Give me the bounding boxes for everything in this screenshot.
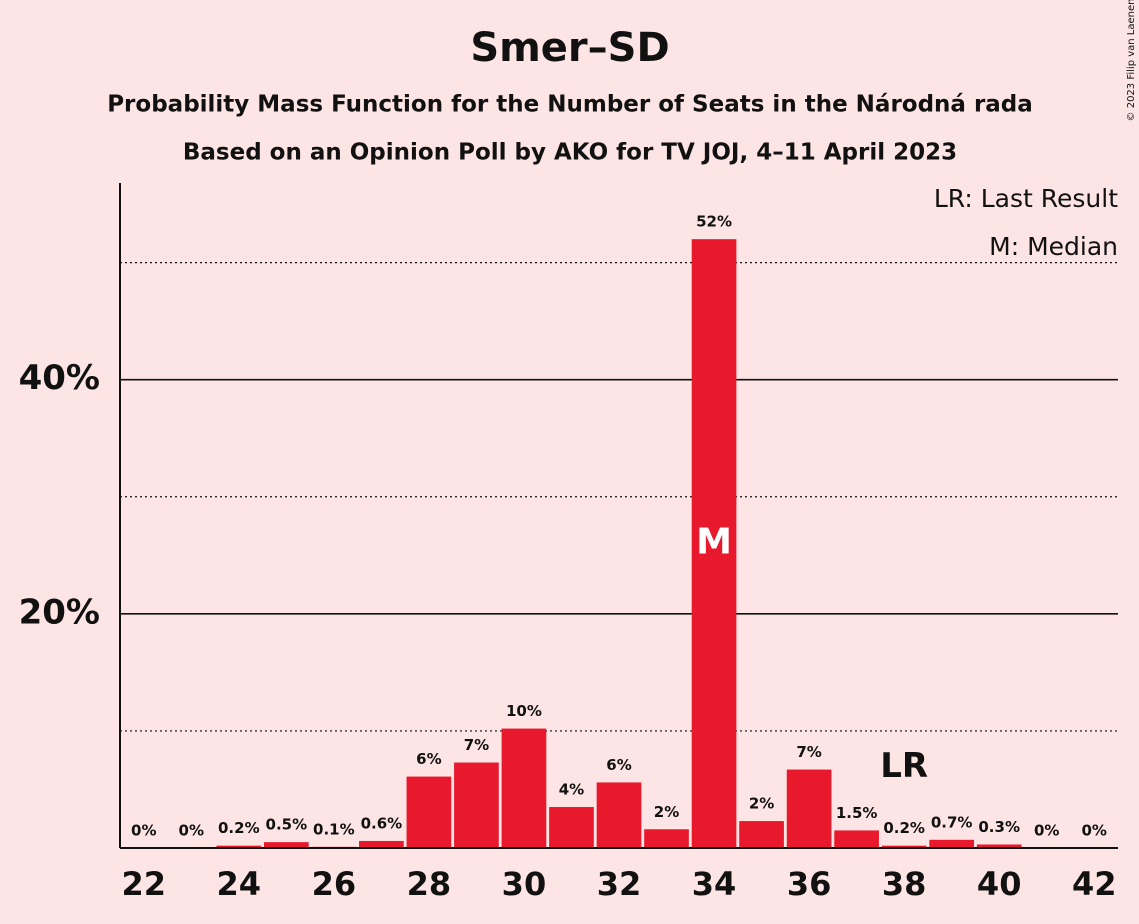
- value-label: 0.5%: [266, 816, 308, 834]
- bar: [739, 821, 784, 848]
- value-label: 2%: [654, 803, 679, 821]
- bar: [786, 769, 832, 848]
- x-tick-label: 26: [312, 865, 357, 903]
- bar: [454, 762, 499, 848]
- x-tick-label: 22: [121, 865, 166, 903]
- legend-entry: LR: Last Result: [934, 184, 1118, 213]
- bar: [596, 782, 642, 848]
- bar: [216, 845, 262, 848]
- value-label: 0%: [131, 822, 156, 840]
- value-label: 6%: [416, 750, 441, 768]
- median-marker: M: [696, 522, 732, 563]
- legend-entry: M: Median: [989, 232, 1118, 261]
- value-label: 0%: [1082, 822, 1107, 840]
- x-tick-label: 28: [407, 865, 452, 903]
- value-label: 0.1%: [313, 820, 355, 838]
- value-label: 6%: [606, 756, 631, 774]
- bar: [549, 807, 594, 848]
- bar: [359, 840, 404, 848]
- value-label: 0%: [179, 822, 204, 840]
- x-tick-label: 40: [977, 865, 1022, 903]
- bar: [834, 830, 879, 848]
- value-label: 0.3%: [978, 818, 1020, 836]
- value-label: 0.2%: [218, 819, 260, 837]
- value-label: 0%: [1034, 822, 1059, 840]
- value-label: 7%: [796, 743, 821, 761]
- bar: [929, 839, 975, 848]
- y-tick-label: 40%: [19, 358, 100, 398]
- bar: [691, 239, 737, 848]
- x-tick-label: 38: [882, 865, 927, 903]
- x-tick-label: 34: [692, 865, 737, 903]
- bar: [644, 829, 689, 848]
- chart-subtitle: Based on an Opinion Poll by AKO for TV J…: [183, 140, 957, 166]
- bar: [976, 844, 1022, 848]
- value-label: 7%: [464, 736, 489, 754]
- x-tick-label: 36: [787, 865, 832, 903]
- value-label: 4%: [559, 781, 584, 799]
- value-label: 0.7%: [931, 813, 973, 831]
- value-label: 0.2%: [883, 819, 925, 837]
- value-label: 0.6%: [361, 814, 403, 832]
- bar: [501, 728, 547, 848]
- value-label: 52%: [696, 213, 732, 231]
- last-result-marker: LR: [880, 746, 928, 786]
- bar: [406, 776, 452, 848]
- x-tick-label: 42: [1072, 865, 1117, 903]
- value-label: 2%: [749, 795, 774, 813]
- x-tick-label: 32: [597, 865, 642, 903]
- x-tick-label: 24: [217, 865, 262, 903]
- value-label: 10%: [506, 702, 542, 720]
- y-tick-label: 20%: [19, 592, 100, 632]
- copyright: © 2023 Filip van Laenen: [1126, 0, 1137, 121]
- chart-title: Smer–SD: [470, 25, 669, 71]
- x-tick-label: 30: [502, 865, 547, 903]
- value-label: 1.5%: [836, 804, 878, 822]
- chart-subtitle: Probability Mass Function for the Number…: [107, 92, 1033, 118]
- bar: [881, 845, 927, 848]
- bar: [263, 842, 309, 848]
